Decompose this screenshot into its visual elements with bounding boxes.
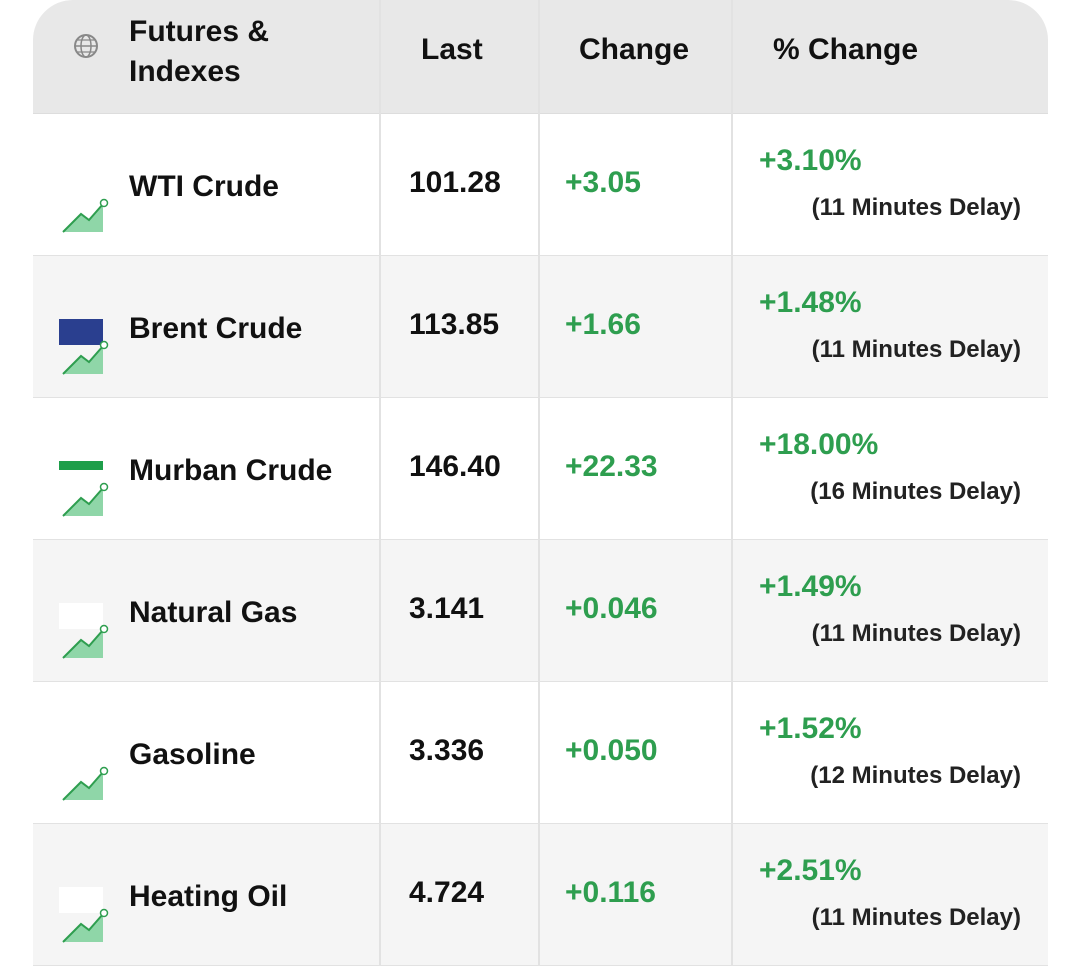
instrument-name: WTI Crude — [129, 170, 279, 203]
change: +3.05 — [565, 166, 641, 199]
percent-change: +2.51% — [759, 854, 862, 887]
table-row: Gasoline 3.336 +0.050 +1.52% (12 Minutes Del… — [33, 682, 1048, 824]
change: +1.66 — [565, 308, 641, 341]
instrument-name: Heating Oil — [129, 880, 288, 913]
change: +0.046 — [565, 592, 658, 625]
flag-trend-icon — [59, 887, 109, 943]
last-price: 3.141 — [409, 592, 485, 625]
flag-trend-icon — [59, 461, 109, 517]
instrument-name: Gasoline — [129, 738, 256, 771]
flag-trend-icon — [59, 319, 109, 375]
percent-change: +1.48% — [759, 286, 862, 319]
instrument-name: Brent Crude — [129, 312, 303, 345]
header-row: Futures & Indexes Last Change % Change — [33, 0, 1048, 114]
last-price: 4.724 — [409, 876, 485, 909]
last-price: 113.85 — [409, 308, 500, 341]
table-row: Brent Crude 113.85 +1.66 +1.48% (11 Minutes … — [33, 256, 1048, 398]
table-row: Murban Crude 146.40 +22.33 +18.00% (16 Minut… — [33, 398, 1048, 540]
header-cell: % Change — [773, 33, 919, 66]
change: +0.116 — [565, 876, 656, 909]
delay-note: (12 Minutes Delay) — [810, 762, 1021, 789]
instrument-name: Natural Gas — [129, 596, 298, 629]
last-price: 146.40 — [409, 450, 501, 483]
last-price: 101.28 — [409, 166, 501, 199]
percent-change: +1.52% — [759, 712, 862, 745]
futures-table: Futures & Indexes Last Change % Change W… — [33, 0, 1048, 966]
change: +22.33 — [565, 450, 658, 483]
header-cell: Change — [579, 33, 690, 66]
delay-note: (11 Minutes Delay) — [811, 904, 1021, 931]
percent-change: +1.49% — [759, 570, 862, 603]
delay-note: (11 Minutes Delay) — [811, 336, 1021, 363]
flag-trend-icon — [59, 603, 109, 659]
column-divider — [379, 0, 381, 965]
table-row: Heating Oil 4.724 +0.116 +2.51% (11 Minutes … — [33, 824, 1048, 966]
delay-note: (11 Minutes Delay) — [811, 194, 1021, 221]
percent-change: +3.10% — [759, 144, 862, 177]
table-row: WTI Crude 101.28 +3.05 +3.10% (11 Minutes De… — [33, 114, 1048, 256]
column-divider — [731, 0, 733, 965]
header-cell: Futures & Indexes — [129, 15, 270, 88]
globe-icon — [74, 34, 98, 58]
percent-change: +18.00% — [759, 428, 879, 461]
delay-note: (11 Minutes Delay) — [811, 620, 1021, 647]
header-cell: Last — [421, 33, 483, 66]
last-price: 3.336 — [409, 734, 485, 767]
change: +0.050 — [565, 734, 658, 767]
instrument-name: Murban Crude — [129, 454, 333, 487]
flag-trend-icon — [59, 745, 109, 801]
delay-note: (16 Minutes Delay) — [810, 478, 1021, 505]
flag-trend-icon — [59, 177, 109, 233]
table-row: Natural Gas 3.141 +0.046 +1.49% (11 Minutes … — [33, 540, 1048, 682]
column-divider — [538, 0, 540, 965]
